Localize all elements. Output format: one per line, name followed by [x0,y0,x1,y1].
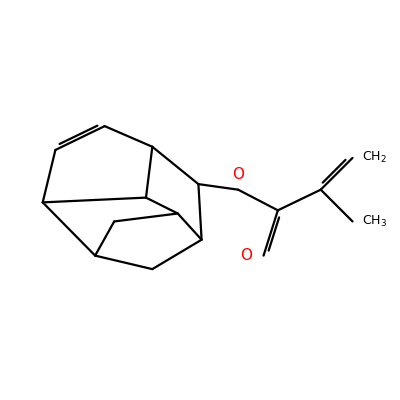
Text: O: O [232,167,244,182]
Text: CH$_3$: CH$_3$ [362,214,387,229]
Text: CH$_2$: CH$_2$ [362,150,387,166]
Text: O: O [240,248,252,263]
